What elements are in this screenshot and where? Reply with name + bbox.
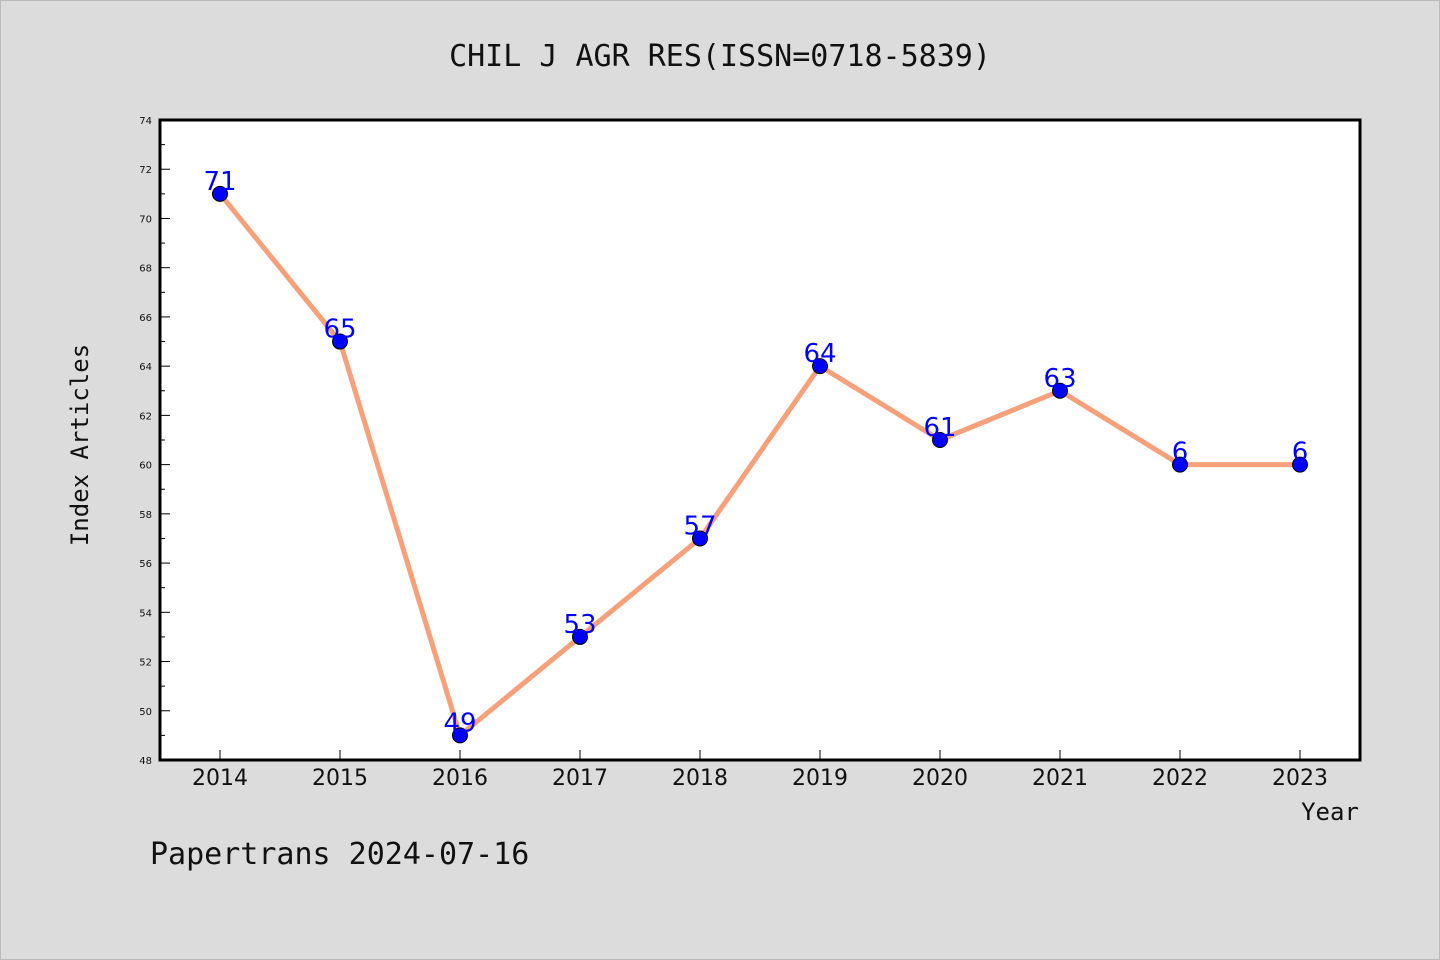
data-label: 57 — [683, 511, 716, 541]
data-label: 53 — [563, 610, 596, 640]
data-labels: 71 65 49 53 57 64 61 63 6 6 — [203, 167, 1308, 739]
data-point — [692, 530, 708, 547]
data-label: 64 — [803, 339, 836, 369]
x-tick-label: 2015 — [312, 766, 368, 791]
data-markers — [212, 185, 1308, 744]
data-label: 63 — [1043, 364, 1076, 394]
y-tick-label: 74 — [139, 116, 152, 127]
x-axis-label: Year — [1301, 798, 1359, 826]
x-axis-ticks: 2014 2015 2016 2017 2018 2019 2020 2021 2022 2023 — [192, 750, 1328, 791]
y-tick-label: 56 — [139, 559, 152, 570]
data-point — [332, 333, 348, 350]
data-point — [212, 185, 228, 202]
data-point — [1172, 456, 1188, 473]
x-tick-label: 2016 — [432, 766, 488, 791]
x-tick-label: 2022 — [1152, 766, 1208, 791]
data-label: 49 — [443, 708, 476, 738]
x-tick-label: 2018 — [672, 766, 728, 791]
y-tick-label: 68 — [139, 264, 152, 275]
x-tick-label: 2023 — [1272, 766, 1328, 791]
x-tick-label: 2020 — [912, 766, 968, 791]
data-label: 6 — [1292, 438, 1309, 468]
y-tick-label: 72 — [139, 165, 152, 176]
y-tick-label: 52 — [139, 658, 152, 669]
y-tick-label: 58 — [139, 510, 152, 521]
series-line — [217, 191, 1303, 738]
data-point — [932, 432, 948, 448]
x-tick-label: 2017 — [552, 766, 608, 791]
data-point — [1052, 382, 1068, 399]
y-tick-label: 64 — [139, 362, 152, 373]
y-tick-label: 50 — [139, 707, 152, 718]
data-point — [1292, 456, 1308, 473]
data-label: 61 — [923, 413, 956, 443]
data-label: 71 — [203, 167, 236, 197]
y-tick-label: 60 — [139, 461, 152, 472]
data-label: 65 — [323, 315, 356, 345]
plot-area — [160, 120, 1360, 760]
x-tick-label: 2014 — [192, 766, 248, 791]
series-line-group — [217, 191, 1303, 738]
data-label: 6 — [1172, 438, 1189, 468]
chart-title: CHIL J AGR RES(ISSN=0718-5839) — [449, 39, 991, 74]
data-point — [812, 358, 828, 375]
y-tick-label: 70 — [139, 214, 152, 225]
y-axis-label: Index Articles — [66, 344, 94, 546]
x-tick-label: 2019 — [792, 766, 848, 791]
x-tick-label: 2021 — [1032, 766, 1088, 791]
plot-frame — [158, 118, 1362, 762]
y-tick-label: 54 — [139, 608, 152, 619]
footer-credit: Papertrans 2024-07-16 — [150, 837, 529, 872]
data-point — [572, 628, 588, 645]
y-tick-label: 66 — [139, 313, 152, 324]
y-tick-label: 48 — [139, 756, 152, 767]
data-point — [452, 727, 468, 744]
y-tick-label: 62 — [139, 411, 152, 422]
